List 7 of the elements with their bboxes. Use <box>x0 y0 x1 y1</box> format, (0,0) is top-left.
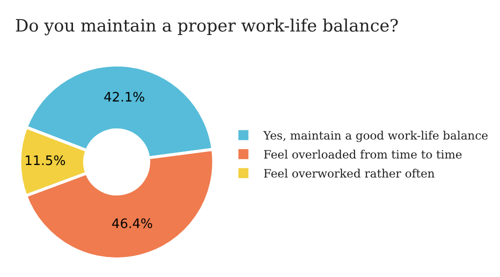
legend-label: Feel overworked rather often <box>263 166 436 181</box>
legend-label: Yes, maintain a good work-life balance <box>262 128 488 143</box>
chart-title: Do you maintain a proper work-life balance? <box>15 16 399 36</box>
legend-label: Feel overloaded from time to time <box>263 148 462 162</box>
data-label: 42.1% <box>104 90 145 106</box>
data-label: 11.5% <box>24 154 66 170</box>
data-label: 46.4% <box>112 217 153 232</box>
